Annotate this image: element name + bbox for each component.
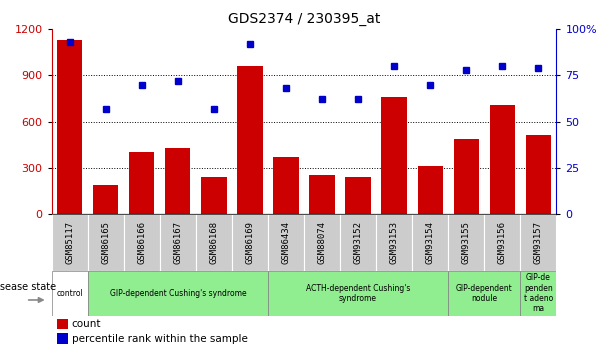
Bar [160,214,196,271]
Bar [57,333,68,344]
Bar [454,139,479,214]
Text: GSM93152: GSM93152 [354,221,362,264]
Text: GSM86434: GSM86434 [282,221,291,264]
Text: GSM93153: GSM93153 [390,221,399,264]
Text: GSM93155: GSM93155 [461,221,471,264]
Text: GSM86168: GSM86168 [209,221,218,264]
Bar [268,214,304,271]
Bar [309,176,334,214]
Text: GSM85117: GSM85117 [65,221,74,264]
Text: GSM93157: GSM93157 [534,221,543,264]
Bar [52,271,88,316]
Bar [57,319,68,329]
Bar [448,214,484,271]
Bar [381,97,407,214]
Text: GSM93154: GSM93154 [426,221,435,264]
Bar [274,157,299,214]
Bar [57,40,82,214]
Bar [165,148,190,214]
Bar [88,214,124,271]
Text: GSM93156: GSM93156 [498,221,506,264]
Bar [489,105,515,214]
Bar [376,214,412,271]
Bar [196,214,232,271]
Text: ACTH-dependent Cushing's
syndrome: ACTH-dependent Cushing's syndrome [306,284,410,303]
Bar [124,214,160,271]
Bar [412,214,448,271]
Text: GIP-de
penden
t adeno
ma: GIP-de penden t adeno ma [523,273,553,313]
Text: GSM86169: GSM86169 [246,221,254,264]
Bar [448,271,520,316]
Text: GSM86167: GSM86167 [173,221,182,264]
Text: GSM86166: GSM86166 [137,221,147,264]
Title: GDS2374 / 230395_at: GDS2374 / 230395_at [228,11,380,26]
Bar [88,271,268,316]
Text: count: count [72,319,102,329]
Bar [129,152,154,214]
Bar [237,66,263,214]
Text: GSM88074: GSM88074 [317,221,326,264]
Bar [520,271,556,316]
Text: control: control [57,289,83,298]
Bar [93,185,119,214]
Text: GIP-dependent
nodule: GIP-dependent nodule [456,284,513,303]
Text: GSM86165: GSM86165 [102,221,110,264]
Text: GIP-dependent Cushing's syndrome: GIP-dependent Cushing's syndrome [109,289,246,298]
Bar [340,214,376,271]
Bar [304,214,340,271]
Text: disease state: disease state [0,282,56,292]
Bar [418,166,443,214]
Bar [52,214,88,271]
Bar [232,214,268,271]
Bar [345,177,371,214]
Bar [484,214,520,271]
Text: percentile rank within the sample: percentile rank within the sample [72,334,247,344]
Bar [520,214,556,271]
Bar [201,177,227,214]
Bar [526,136,551,214]
Bar [268,271,448,316]
